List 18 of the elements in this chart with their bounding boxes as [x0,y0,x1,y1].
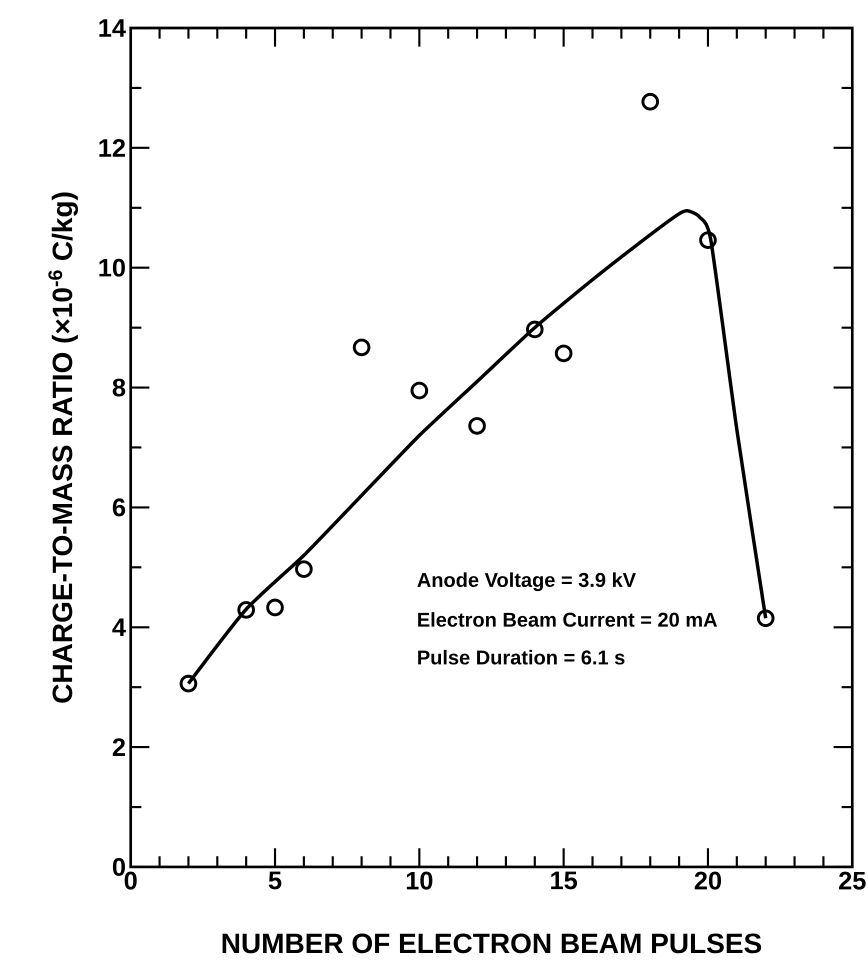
x-axis-title: NUMBER OF ELECTRON BEAM PULSES [222,933,761,954]
annotation: Electron Beam Current = 20 mA [418,612,717,627]
y-tick-label: 2 [112,738,125,756]
y-tick-label: 8 [112,378,126,397]
y-tick-label: 10 [99,258,125,277]
y-tick-label: 14 [99,19,126,37]
x-tick-label: 10 [406,872,432,890]
y-axis-title: CHARGE-TO-MASS RATIO (×10$^{-6}$ C/kg) [48,192,78,703]
y-tick-label: 12 [99,139,125,157]
annotation: Anode Voltage = 3.9 kV [417,572,636,592]
annotation: Pulse Duration = 6.1 s [418,650,624,665]
x-tick-label: 5 [268,872,282,890]
x-tick-label: 15 [551,872,577,890]
y-tick-label: 4 [112,618,126,636]
y-tick-label: 0 [112,858,125,876]
x-tick-label: 20 [694,872,721,890]
y-tick-label: 6 [112,498,125,516]
x-tick-label: 25 [838,872,866,890]
